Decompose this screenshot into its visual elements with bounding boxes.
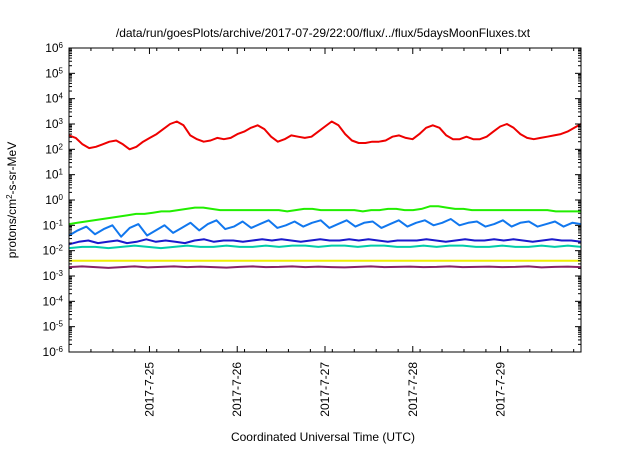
y-tick-layer: 10-6 10-5 10-4 10-3 10-2 10-1 100 101 102 103 104 1… xyxy=(43,41,581,360)
y-tick-label: 10-3 xyxy=(43,269,64,284)
y-tick-label: 10-5 xyxy=(43,319,64,334)
y-axis-label-pre: protons/cm xyxy=(5,199,19,258)
chart-title: /data/run/goesPlots/archive/2017-07-29/2… xyxy=(116,26,531,40)
y-tick-label: 10-2 xyxy=(43,243,64,258)
series-layer xyxy=(68,120,582,269)
y-tick-label: 102 xyxy=(45,142,63,157)
y-tick-label: 104 xyxy=(45,91,63,106)
y-tick-label: 103 xyxy=(45,117,63,132)
plot-frame xyxy=(68,47,582,353)
series-line-7 xyxy=(68,265,582,269)
series-line-1 xyxy=(68,120,582,151)
y-tick-label: 10-1 xyxy=(43,218,64,233)
series-line-4 xyxy=(68,238,582,246)
series-line-3 xyxy=(68,218,582,238)
x-tick-label: 2017-7-28 xyxy=(406,362,420,417)
y-axis-label-sup: 2 xyxy=(5,194,14,199)
x-tick-label: 2017-7-26 xyxy=(230,362,244,417)
y-tick-label: 100 xyxy=(45,193,63,208)
series-line-5 xyxy=(68,244,582,250)
y-tick-label: 105 xyxy=(45,66,63,81)
y-axis-label: protons/cm2-s-sr-MeV xyxy=(5,142,20,258)
x-tick-label: 2017-7-27 xyxy=(318,362,332,417)
y-axis-label-post: -s-sr-MeV xyxy=(5,142,19,195)
x-tick-label: 2017-7-25 xyxy=(142,362,156,417)
y-tick-label: 10-6 xyxy=(43,345,64,360)
x-tick-label: 2017-7-29 xyxy=(494,362,508,417)
y-tick-label: 101 xyxy=(45,167,63,182)
x-axis-label: Coordinated Universal Time (UTC) xyxy=(231,430,415,444)
y-tick-label: 10-4 xyxy=(43,294,64,309)
series-line-2 xyxy=(68,205,581,226)
y-tick-label: 106 xyxy=(45,41,63,56)
